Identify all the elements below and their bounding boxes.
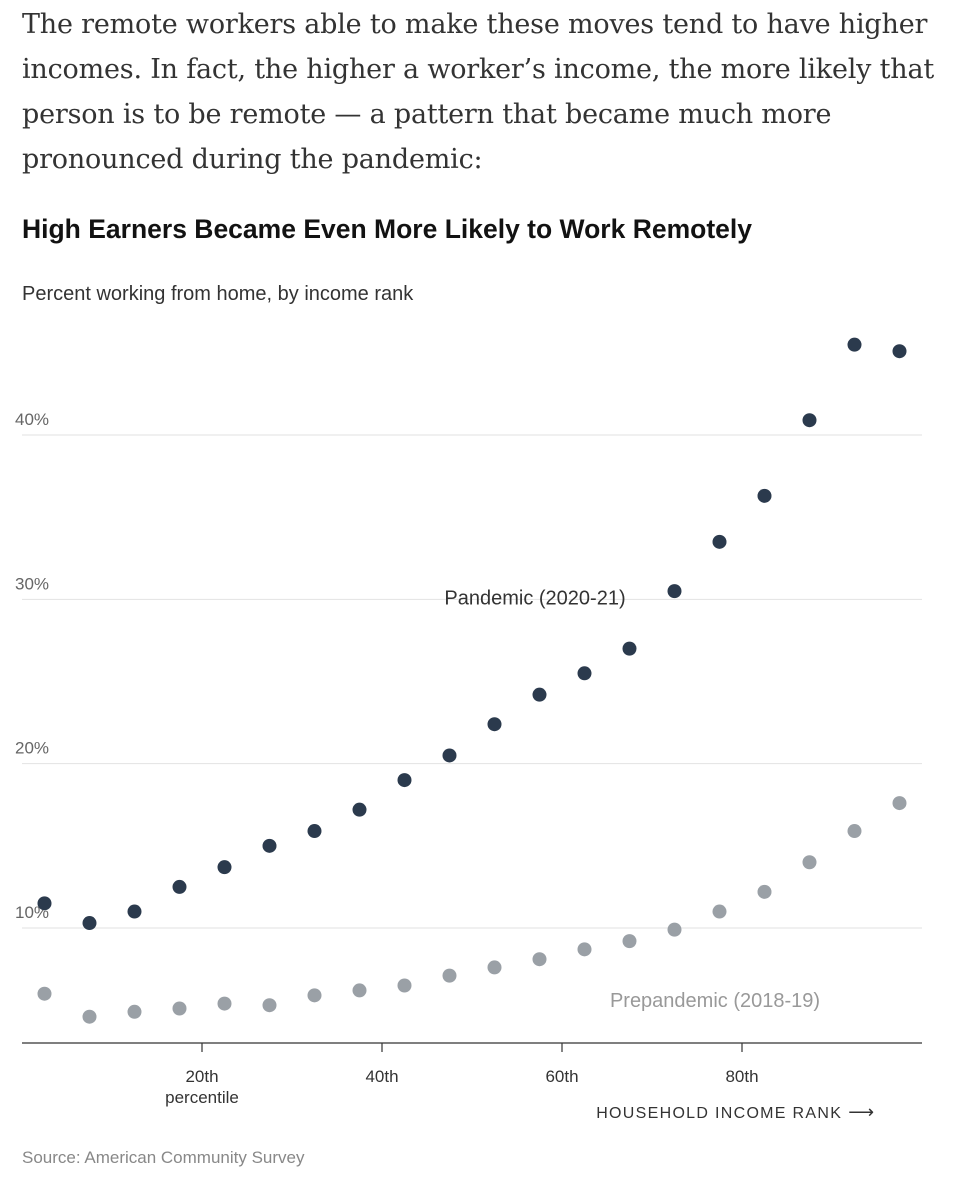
data-point [802,855,817,870]
data-point [37,896,52,911]
series-label: Prepandemic (2018-19) [610,990,820,1012]
data-point [802,413,817,428]
chart-subtitle: Percent working from home, by income ran… [22,283,414,305]
data-point [127,1004,142,1019]
data-point [487,717,502,732]
data-point [577,666,592,681]
x-tick-label: 80th [725,1067,758,1086]
y-tick-label: 40% [15,410,49,429]
y-tick-label: 20% [15,739,49,758]
chart-title: High Earners Became Even More Likely to … [22,214,752,244]
series-labels: Pandemic (2020-21) Prepandemic (2018-19) [444,587,820,1012]
data-point [307,824,322,839]
x-tick-label: 40th [365,1067,398,1086]
y-tick-label: 30% [15,574,49,593]
data-point [442,968,457,983]
article-intro-paragraph: The remote workers able to make these mo… [22,9,934,175]
data-point [892,344,907,359]
data-point [262,838,277,853]
data-point [487,960,502,975]
x-axis-label: HOUSEHOLD INCOME RANK ⟶ [596,1102,874,1122]
data-point [532,952,547,967]
data-point [892,796,907,811]
arrow-right-icon: ⟶ [848,1102,874,1122]
data-point [712,534,727,549]
data-point [82,1009,97,1024]
data-point [217,996,232,1011]
data-point [37,986,52,1001]
gridlines [22,434,922,929]
source-note: Source: American Community Survey [22,1148,305,1167]
data-point [352,983,367,998]
data-point [262,998,277,1013]
data-point [352,802,367,817]
data-point [397,773,412,788]
data-point [667,584,682,599]
data-point [172,1001,187,1016]
data-point [847,824,862,839]
series-label: Pandemic (2020-21) [444,587,625,609]
data-point [397,978,412,993]
data-point [712,904,727,919]
data-point [127,904,142,919]
data-point [82,916,97,931]
x-tick-sublabel: percentile [165,1088,239,1107]
data-point [217,860,232,875]
x-axis-label-text: HOUSEHOLD INCOME RANK [596,1105,842,1122]
data-points [37,337,907,1024]
x-tick-label: 20th [185,1067,218,1086]
data-point [442,748,457,763]
data-point [172,879,187,894]
data-point [667,922,682,937]
data-point [757,488,772,503]
data-point [847,337,862,352]
data-point [757,884,772,899]
data-point [622,641,637,656]
data-point [577,942,592,957]
data-point [622,934,637,949]
x-tick-label: 60th [545,1067,578,1086]
data-point [532,687,547,702]
data-point [307,988,322,1003]
